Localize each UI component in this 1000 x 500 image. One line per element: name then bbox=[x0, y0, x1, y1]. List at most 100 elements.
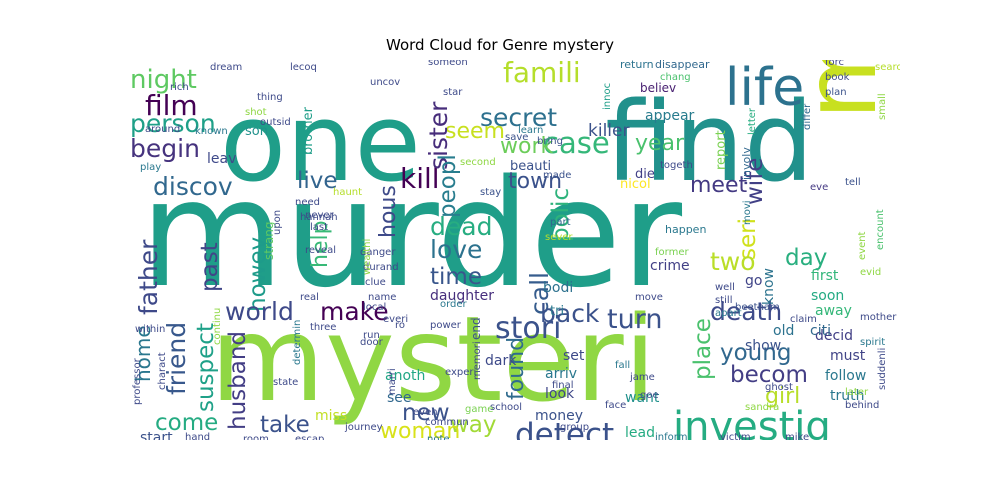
word-made: made bbox=[543, 170, 571, 181]
word-old: old bbox=[773, 323, 794, 339]
word-famili: famili bbox=[503, 60, 581, 89]
word-shot: shot bbox=[245, 107, 267, 118]
word-game: game bbox=[465, 404, 493, 415]
word-tri: tri bbox=[550, 304, 564, 319]
word-new: new bbox=[402, 400, 450, 426]
word-strang: strang bbox=[262, 222, 276, 260]
word-kill: kill bbox=[400, 162, 440, 195]
word-determin: determin bbox=[292, 320, 303, 365]
word-goe: goe bbox=[640, 390, 659, 401]
word-involv: involv bbox=[740, 147, 753, 180]
word-upon: upon bbox=[272, 210, 283, 235]
word-woman: woman bbox=[380, 419, 460, 440]
word-tell: tell bbox=[845, 177, 861, 188]
word-death: death bbox=[710, 297, 782, 326]
word-evid: evid bbox=[860, 267, 881, 278]
word-note: note bbox=[427, 434, 450, 440]
word-learn: learn bbox=[518, 125, 543, 136]
word-search: search bbox=[875, 62, 900, 73]
word-disappear: disappear bbox=[655, 60, 710, 71]
word-stay: stay bbox=[480, 187, 501, 198]
word-suspect: suspect bbox=[193, 323, 219, 412]
word-commun: commun bbox=[425, 417, 469, 428]
word-stori: stori bbox=[495, 311, 561, 346]
word-life: life bbox=[725, 60, 804, 118]
word-friend: friend bbox=[162, 322, 191, 395]
word-danger: danger bbox=[360, 247, 396, 258]
word-memori: memori bbox=[472, 341, 483, 380]
word-letter: letter bbox=[747, 107, 758, 135]
word-decid: decid bbox=[815, 328, 853, 344]
word-former: former bbox=[655, 247, 689, 258]
word-night: night bbox=[130, 65, 197, 95]
word-secret: secret bbox=[480, 103, 557, 132]
word-follow: follow bbox=[825, 368, 866, 384]
word-later: later bbox=[845, 387, 869, 398]
word-still: still bbox=[715, 295, 732, 306]
word-ro: ro bbox=[395, 320, 405, 331]
word-someon: someon bbox=[428, 60, 468, 68]
word-film: film bbox=[145, 89, 198, 122]
word-plan: plan bbox=[825, 87, 847, 98]
word-book: book bbox=[825, 72, 850, 83]
word-hand: hand bbox=[185, 432, 210, 440]
word-jame: jame bbox=[629, 372, 655, 383]
word-escap: escap bbox=[295, 434, 324, 440]
word-truth: truth bbox=[830, 388, 864, 404]
word-beetham: beetham bbox=[735, 302, 780, 313]
word-hous: hous bbox=[376, 185, 401, 238]
word-son: son bbox=[245, 124, 268, 139]
word-spirit: spirit bbox=[860, 337, 885, 348]
word-beauti: beauti bbox=[510, 159, 551, 174]
word-dark: dark bbox=[485, 353, 517, 369]
word-seri: seri bbox=[735, 218, 761, 260]
word-die: die bbox=[635, 167, 655, 182]
word-face: face bbox=[605, 400, 626, 411]
word-leav: leav bbox=[207, 151, 236, 167]
word-movi: movi bbox=[742, 200, 753, 225]
word-save: save bbox=[505, 132, 528, 143]
word-back: back bbox=[540, 299, 600, 328]
chart-title: Word Cloud for Genre mystery bbox=[386, 36, 614, 54]
word-haunt: haunt bbox=[333, 187, 362, 198]
word-sister: sister bbox=[424, 101, 453, 170]
word-must: must bbox=[830, 348, 866, 364]
word-report: report bbox=[714, 130, 729, 170]
word-home: home bbox=[131, 325, 155, 382]
word-husband: husband bbox=[225, 331, 251, 430]
word-move: move bbox=[635, 292, 663, 303]
word-name: name bbox=[368, 292, 396, 303]
word-one: one bbox=[220, 81, 421, 206]
word-seem: seem bbox=[445, 119, 505, 144]
word-behind: behind bbox=[845, 400, 879, 411]
word-howev: howev bbox=[245, 237, 271, 312]
word-find: find bbox=[605, 78, 814, 206]
word-miss: miss bbox=[315, 408, 347, 424]
word-brother: brother bbox=[301, 106, 316, 155]
word-professor: professor bbox=[132, 357, 143, 405]
word-victim: victim bbox=[720, 432, 751, 440]
word-go: go bbox=[745, 273, 762, 289]
word-begin: begin bbox=[130, 134, 200, 163]
word-well: well bbox=[715, 282, 735, 293]
word-daughter: daughter bbox=[430, 288, 494, 304]
word-polic: polic bbox=[548, 188, 574, 242]
word-last: last bbox=[310, 222, 328, 233]
word-chang: chang bbox=[660, 72, 691, 83]
word-look: look bbox=[545, 386, 575, 402]
word-lead: lead bbox=[625, 425, 655, 440]
word-murder: murder bbox=[140, 148, 682, 320]
word-happen: happen bbox=[665, 223, 706, 236]
word-world: world bbox=[225, 297, 294, 326]
word-bodi: bodi bbox=[543, 280, 573, 296]
word-innoc: innoc bbox=[602, 83, 613, 110]
word-arriv: arriv bbox=[545, 366, 577, 382]
word-see: see bbox=[387, 390, 412, 406]
word-nicol: nicol bbox=[620, 177, 651, 192]
word-fall: fall bbox=[615, 360, 630, 371]
word-school: school bbox=[490, 402, 522, 413]
word-differ: differ bbox=[802, 103, 813, 130]
word-work: work bbox=[500, 134, 553, 159]
word-turn: turn bbox=[607, 304, 662, 335]
